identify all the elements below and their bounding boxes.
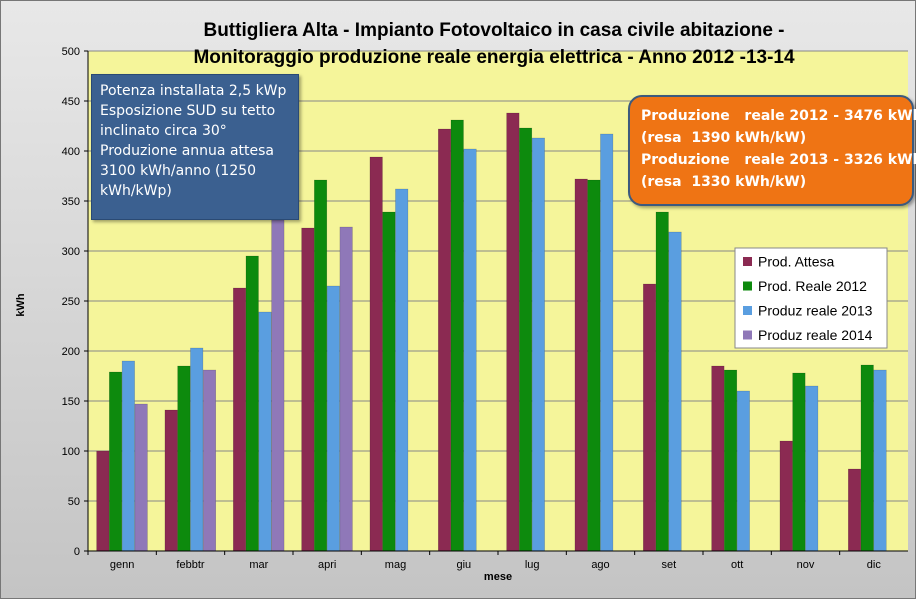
bar-produz-reale-2013 (531, 137, 545, 552)
production-box-line: (resa 1330 kWh/kW) (641, 174, 807, 190)
bar-prod-reale-2012 (792, 372, 806, 552)
bar-produz-reale-2014 (203, 369, 216, 552)
x-tick-label: mag (385, 559, 406, 571)
bar-layer (96, 112, 887, 552)
bar-produz-reale-2013 (190, 347, 204, 552)
y-tick-label: 300 (62, 246, 80, 258)
bar-prod-attesa (438, 128, 452, 552)
y-tick-label: 150 (62, 396, 80, 408)
bar-prod-reale-2012 (314, 179, 328, 552)
bar-prod-reale-2012 (860, 364, 874, 552)
legend-label: Prod. Reale 2012 (758, 278, 867, 294)
bar-prod-reale-2012 (245, 255, 259, 552)
bar-prod-reale-2012 (587, 179, 601, 552)
chart-title-line-2: Monitoraggio produzione reale energia el… (193, 47, 795, 68)
bar-prod-attesa (643, 283, 657, 552)
bar-produz-reale-2013 (668, 231, 682, 552)
bar-produz-reale-2013 (326, 285, 340, 552)
bar-produz-reale-2013 (258, 311, 272, 552)
info-box-line: 3100 kWh/anno (1250 (100, 163, 257, 179)
bar-produz-reale-2014 (134, 403, 148, 552)
x-tick-label: apri (318, 559, 336, 571)
legend-swatch (743, 257, 752, 266)
bar-produz-reale-2013 (736, 390, 750, 552)
info-box-line: Potenza installata 2,5 kWp (100, 83, 287, 99)
x-tick-label: lug (525, 559, 540, 571)
y-tick-label: 350 (62, 196, 80, 208)
x-tick-label: nov (797, 559, 815, 571)
y-tick-label: 250 (62, 296, 80, 308)
bar-prod-reale-2012 (450, 119, 464, 552)
bar-prod-reale-2012 (177, 365, 191, 552)
info-box-line: Produzione annua attesa (100, 143, 274, 159)
x-axis-title: mese (484, 571, 512, 583)
legend-label: Prod. Attesa (758, 254, 834, 270)
bar-prod-attesa (779, 440, 793, 552)
bar-produz-reale-2013 (463, 148, 477, 552)
bar-produz-reale-2014 (271, 219, 285, 552)
x-tick-label: set (661, 559, 676, 571)
bar-produz-reale-2013 (395, 188, 409, 552)
bar-prod-attesa (506, 112, 520, 552)
bar-prod-reale-2012 (655, 211, 669, 552)
production-box-line: (resa 1390 kWh/kW) (641, 130, 807, 146)
bar-produz-reale-2013 (805, 385, 819, 552)
y-tick-label: 400 (62, 146, 80, 158)
y-tick-label: 200 (62, 346, 80, 358)
bar-prod-attesa (711, 365, 725, 552)
bar-produz-reale-2013 (121, 360, 135, 552)
x-tick-label: genn (110, 559, 134, 571)
legend-box (734, 247, 888, 349)
x-tick-label: giu (456, 559, 471, 571)
axis-layer: 0 50 100 150 200 250 300 350 400 450 500 genn febbtr… (62, 46, 908, 571)
bar-produz-reale-2013 (873, 369, 887, 552)
legend-label: Produz reale 2013 (758, 303, 873, 319)
legend-swatch (743, 330, 752, 340)
production-box-line: Produzione reale 2012 - 3476 kWh (641, 108, 916, 124)
chart-title-line-1: Buttigliera Alta - Impianto Fotovoltaico… (203, 20, 784, 41)
info-box: Potenza installata 2,5 kWp Esposizione S… (91, 74, 299, 220)
y-tick-label: 450 (62, 96, 80, 108)
bar-prod-attesa (369, 156, 383, 552)
info-box-line: kWh/kWp) (100, 183, 172, 199)
y-tick-label: 100 (62, 446, 80, 458)
production-box-line: Produzione reale 2013 - 3326 kWh (641, 152, 916, 168)
legend-label: Produz reale 2014 (758, 327, 873, 343)
y-axis-title: kWh (15, 293, 27, 317)
x-tick-label: ago (591, 559, 609, 571)
production-box: Produzione reale 2012 - 3476 kWh (resa 1… (628, 95, 916, 206)
x-tick-label: febbtr (176, 559, 204, 571)
y-tick-label: 500 (62, 46, 80, 58)
bar-prod-attesa (96, 450, 110, 552)
bar-produz-reale-2013 (600, 133, 614, 552)
x-tick-label: dic (867, 559, 882, 571)
bar-prod-attesa (233, 287, 247, 552)
legend-swatch (743, 281, 752, 291)
bar-prod-reale-2012 (382, 211, 396, 552)
info-box-line: Esposizione SUD su tetto (100, 103, 276, 119)
info-box-line: inclinato circa 30° (100, 123, 227, 139)
bar-produz-reale-2014 (339, 226, 353, 552)
y-tick-label: 0 (74, 546, 80, 558)
legend: Prod. Attesa Prod. Reale 2012 Produz reale… (734, 247, 888, 349)
bar-prod-attesa (848, 468, 862, 552)
y-tick-label: 50 (68, 496, 80, 508)
x-tick-label: mar (249, 559, 268, 571)
bar-prod-attesa (574, 178, 588, 552)
bar-prod-attesa (301, 227, 315, 552)
bar-prod-attesa (164, 409, 178, 552)
bar-prod-reale-2012 (109, 371, 123, 552)
bar-prod-reale-2012 (724, 369, 738, 552)
legend-swatch (743, 306, 752, 315)
x-tick-label: ott (731, 559, 743, 571)
bar-prod-reale-2012 (519, 127, 533, 552)
